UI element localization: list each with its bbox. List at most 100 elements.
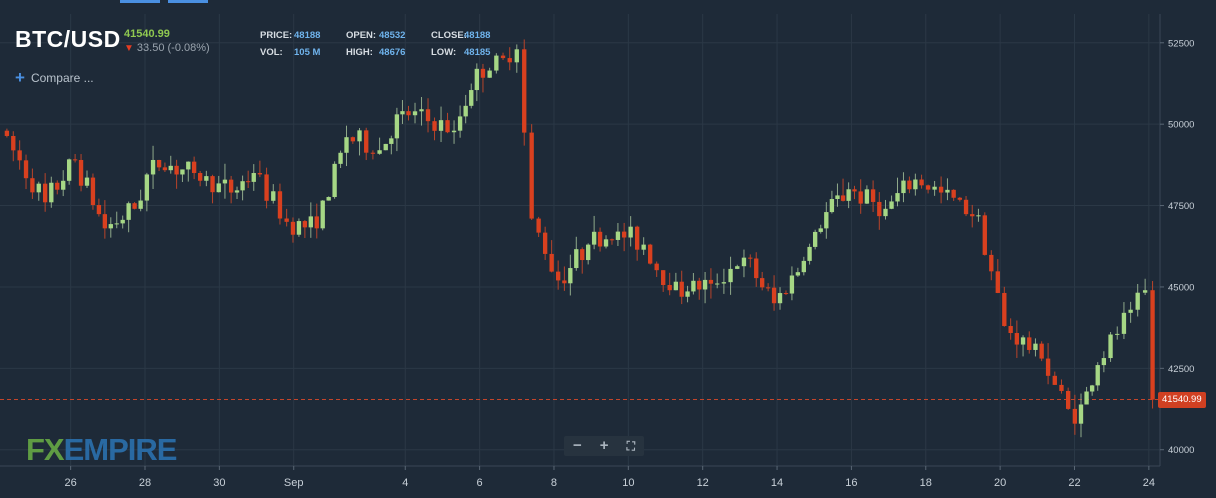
- zoom-out-button[interactable]: −: [573, 437, 582, 454]
- candle-body: [102, 214, 108, 229]
- candle-body: [389, 138, 394, 144]
- candle-body: [222, 179, 228, 184]
- candle-body: [748, 257, 753, 259]
- candle-body: [951, 189, 956, 198]
- candle-body: [721, 282, 727, 284]
- candle-body: [1078, 404, 1084, 424]
- candle-body: [457, 116, 463, 131]
- candle-body: [870, 189, 876, 202]
- candle-body: [326, 197, 331, 201]
- candle-body: [1135, 292, 1140, 310]
- candle-body: [1115, 333, 1120, 335]
- candle-body: [144, 174, 150, 201]
- candle-body: [90, 177, 96, 206]
- candle-body: [925, 185, 931, 190]
- candle-body: [438, 120, 444, 131]
- candle-body: [302, 221, 308, 228]
- candle-body: [883, 208, 888, 217]
- candle-body: [697, 280, 702, 290]
- candle-body: [338, 152, 343, 164]
- x-tick-label: 24: [1143, 477, 1155, 489]
- candle-body: [72, 159, 78, 161]
- fxempire-logo: FXEMPIRE: [26, 432, 177, 467]
- candle-body: [1108, 334, 1113, 359]
- candle-body: [568, 268, 573, 284]
- candle-body: [186, 161, 191, 170]
- zoom-in-button[interactable]: +: [599, 437, 609, 454]
- candle-body: [451, 130, 457, 133]
- candle-body: [852, 189, 857, 192]
- fullscreen-icon[interactable]: ⛶: [626, 439, 635, 453]
- candle-body: [754, 258, 759, 279]
- candle-body: [23, 160, 29, 179]
- candle-body: [474, 68, 479, 91]
- x-tick-label: 16: [845, 477, 857, 489]
- candle-body: [634, 226, 640, 250]
- top-tab-indicator: [120, 0, 160, 3]
- candle-body: [320, 200, 325, 229]
- candle-body: [370, 152, 376, 154]
- low-value: 48185: [464, 47, 491, 58]
- close-value: 48188: [464, 30, 491, 41]
- candle-body: [919, 179, 924, 186]
- candle-body: [691, 280, 696, 292]
- candle-body: [982, 215, 987, 255]
- candle-body: [1089, 385, 1095, 392]
- candle-body: [114, 223, 119, 225]
- candle-body: [204, 176, 209, 181]
- candle-body: [1142, 290, 1148, 293]
- candle-body: [377, 150, 382, 154]
- candle-body: [480, 68, 486, 78]
- candle-body: [216, 183, 221, 193]
- candle-body: [36, 183, 41, 193]
- candle-body: [945, 189, 950, 193]
- candle-body: [586, 244, 591, 261]
- candle-body: [17, 150, 22, 161]
- candle-body: [49, 182, 54, 203]
- candle-body: [1084, 391, 1089, 405]
- candle-body: [357, 130, 362, 142]
- candle-body: [1002, 292, 1007, 327]
- candle-body: [864, 189, 870, 204]
- candle-body: [989, 254, 994, 272]
- x-tick-label: 28: [139, 477, 151, 489]
- candle-body: [654, 263, 659, 271]
- candle-body: [419, 109, 424, 112]
- candle-body: [1052, 375, 1057, 385]
- candle-body: [795, 272, 801, 276]
- compare-button[interactable]: + Compare ...: [15, 68, 94, 87]
- candle-body: [394, 114, 400, 139]
- candle-body: [61, 180, 66, 190]
- ohlc-readout: PRICE: 48188 OPEN: 48532 CLOSE: 48188 VO…: [260, 30, 516, 58]
- candle-body: [84, 177, 90, 186]
- candle-body: [494, 55, 499, 71]
- candle-body: [1027, 337, 1032, 350]
- candle-body: [760, 278, 765, 288]
- candle-body: [162, 167, 168, 171]
- candle-body: [108, 224, 113, 229]
- candle-body: [963, 199, 969, 215]
- plus-icon: +: [15, 68, 25, 87]
- candle-body: [500, 55, 506, 59]
- price-change: ▼ 33.50 (-0.08%): [124, 42, 210, 54]
- candle-body: [667, 285, 672, 291]
- candle-body: [801, 260, 806, 273]
- candle-body: [895, 193, 900, 202]
- candle-body: [1020, 337, 1026, 345]
- candle-body: [615, 231, 621, 240]
- candle-body: [702, 279, 708, 290]
- candle-body: [529, 132, 534, 219]
- candle-body: [858, 191, 863, 204]
- x-tick-label: 20: [994, 477, 1006, 489]
- candle-body: [290, 221, 296, 235]
- candle-body: [628, 226, 633, 238]
- candle-body: [344, 137, 349, 153]
- candle-body: [120, 219, 125, 224]
- price-value: 48188: [294, 30, 321, 41]
- down-arrow-icon: ▼: [124, 43, 134, 54]
- candle-body: [522, 49, 527, 133]
- candle-body: [765, 287, 771, 289]
- candle-body: [277, 191, 283, 219]
- candle-body: [257, 173, 263, 175]
